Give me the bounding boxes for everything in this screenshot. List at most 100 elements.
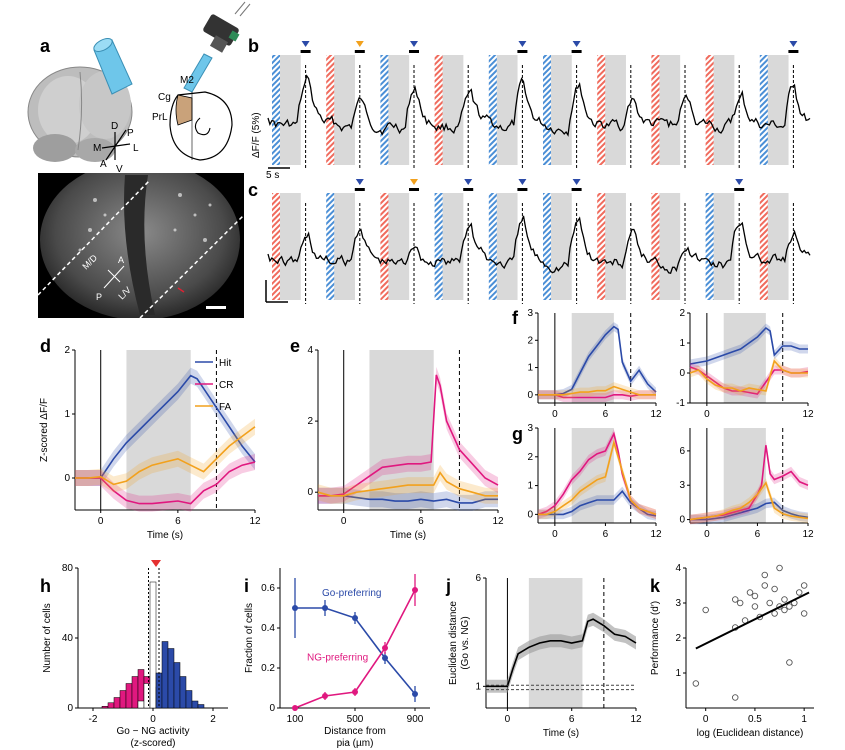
data-point — [412, 691, 418, 697]
scatter-point — [776, 564, 783, 572]
lick-marker-blue — [518, 41, 527, 47]
error-band-fa — [538, 437, 656, 520]
axis-v-label: V — [116, 164, 123, 175]
x-tick-label: 0 — [703, 714, 709, 725]
x-axis-label: Time (s) — [390, 530, 426, 541]
y-tick-label: -1 — [676, 398, 685, 409]
lick-marker-orange — [410, 179, 419, 185]
scatter-point — [786, 659, 793, 666]
series-line-data — [486, 618, 637, 688]
go-stimulus-bar — [488, 55, 497, 165]
histogram-bar — [167, 648, 175, 709]
scatter-point — [800, 582, 808, 589]
panel-letter-b: b — [248, 36, 259, 56]
x-tick-label: 0 — [704, 409, 710, 420]
series-line-cr — [538, 393, 656, 399]
go-stimulus-bar — [488, 193, 497, 300]
data-point — [352, 615, 358, 621]
histogram-bar — [161, 641, 169, 709]
y-tick-label: 1 — [527, 481, 533, 492]
x-tick-label: 0 — [150, 714, 156, 725]
axis-l-label: L — [133, 143, 139, 154]
panel-letter-h: h — [40, 576, 51, 596]
trial-gray-window — [278, 55, 301, 165]
calcium-trace-line — [267, 74, 811, 137]
trial-gray-window — [332, 193, 355, 300]
series-line-hit — [690, 501, 809, 521]
legend-label: CR — [219, 380, 233, 391]
lick-marker-blue — [518, 179, 527, 185]
lick-marker-blue — [735, 179, 744, 185]
x-tick-label: 0 — [505, 714, 511, 725]
chart-e: 0 2 4 0 6 12 Time (s) — [307, 345, 504, 541]
y-tick-label: 4 — [675, 563, 681, 574]
y-axis-label: Number of cells — [42, 603, 53, 672]
x-tick-label: 0 — [98, 516, 104, 527]
x-tick-label: 0 — [704, 529, 710, 540]
y-tick-label: 3 — [527, 423, 533, 434]
error-band-cr — [318, 366, 498, 504]
series-line-cr — [318, 374, 499, 497]
trial-gray-window — [549, 193, 572, 300]
scatter-point — [786, 603, 793, 610]
y-tick-label: 0 — [67, 703, 73, 714]
y-tick-label: 0 — [679, 368, 685, 379]
lick-bar — [734, 188, 745, 191]
y-tick-label: 0 — [527, 509, 533, 520]
axis-m-label: M — [93, 143, 101, 154]
lick-bar — [788, 50, 799, 53]
histogram-bar — [173, 662, 181, 709]
trial-gray-window — [440, 55, 464, 165]
error-band-cr — [75, 454, 255, 512]
data-point — [292, 705, 298, 711]
y-tick-label: 0 — [527, 390, 533, 401]
data-point — [292, 605, 298, 611]
y-axis-label: Performance (d′) — [650, 601, 661, 675]
y-tick-label: 2 — [307, 416, 313, 427]
panel-letter-e: e — [290, 336, 300, 356]
y-tick-label: 3 — [675, 598, 681, 609]
y-axis-label: Fraction of cells — [244, 603, 255, 673]
lick-marker-blue — [572, 41, 581, 47]
x-tick-label: -2 — [89, 714, 98, 725]
y-tick-label: 6 — [679, 446, 685, 457]
x-tick-label: 100 — [287, 714, 304, 725]
lick-bar — [354, 188, 365, 191]
lick-bar — [463, 188, 474, 191]
histogram-bar — [125, 683, 133, 709]
lick-bar — [300, 50, 311, 53]
histogram-bar — [143, 683, 151, 709]
y-tick-label: 1 — [64, 409, 70, 420]
histogram-bar — [149, 581, 157, 709]
x-tick-label: 6 — [569, 714, 575, 725]
trial-gray-window — [332, 55, 355, 165]
panel-b-trace — [267, 41, 811, 169]
data-point — [352, 689, 358, 695]
series-line-fa — [689, 359, 808, 392]
series-line-cr — [75, 461, 256, 505]
go-stimulus-bar — [272, 55, 280, 165]
histogram-bar — [113, 697, 121, 709]
label-prl: PrL — [152, 112, 168, 123]
trial-gray-window — [549, 55, 572, 165]
x-axis-label: (z-scored) — [130, 738, 175, 749]
scatter-point — [751, 603, 759, 610]
x-tick-label: 6 — [418, 516, 424, 527]
scatter-point — [781, 596, 788, 603]
stimulus-window — [571, 313, 614, 403]
scatter-point — [736, 599, 744, 607]
error-band-cr — [690, 362, 808, 399]
panel-a: D P M L A V M2 Cg PrL — [27, 1, 251, 318]
histogram-bar — [179, 676, 187, 709]
x-tick-label: 12 — [802, 409, 814, 420]
y-tick-label: 3 — [679, 480, 685, 491]
panel-letter-i: i — [244, 576, 249, 596]
lick-bar — [517, 188, 528, 191]
scatter-point — [731, 596, 739, 603]
panel-b-ylabel: ΔF/F (5%) — [251, 112, 262, 158]
series-line-hit — [689, 326, 808, 365]
